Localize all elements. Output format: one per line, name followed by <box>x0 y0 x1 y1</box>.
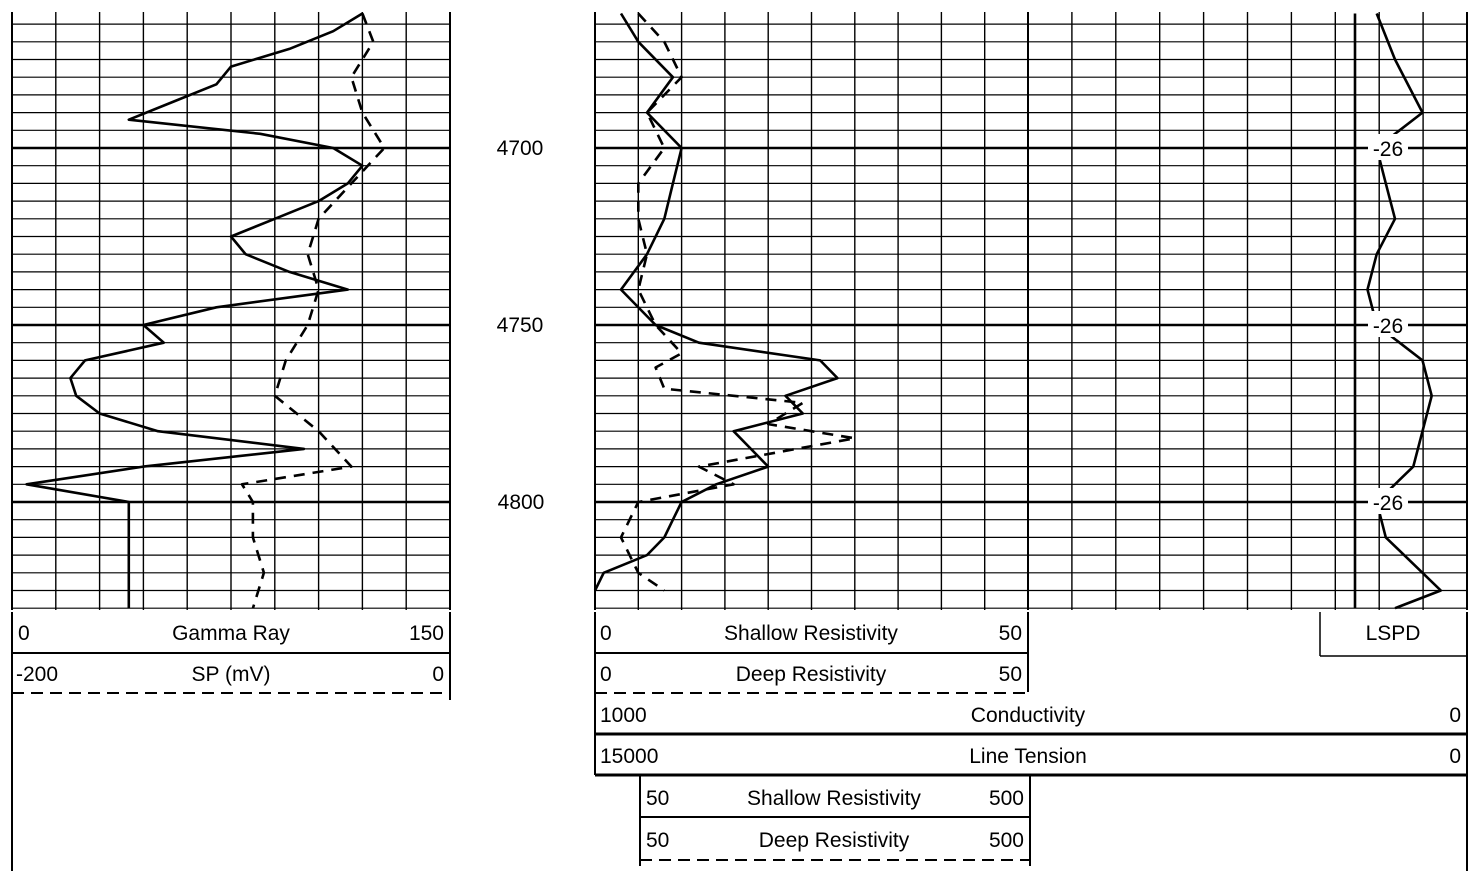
shallow-resistivity-2-max: 500 <box>989 787 1024 810</box>
deep-resistivity-max: 50 <box>999 663 1022 686</box>
lspd-annotations: -26 -26 -26 <box>1368 134 1408 515</box>
line-tension-max: 0 <box>1449 745 1461 768</box>
depth-label-4800: 4800 <box>498 491 545 514</box>
conductivity-label: Conductivity <box>971 704 1086 727</box>
deep-resistivity-label: Deep Resistivity <box>736 663 887 686</box>
shallow-resistivity-2-label: Shallow Resistivity <box>747 787 921 810</box>
deep-resistivity-2-max: 500 <box>989 829 1024 852</box>
shallow-resistivity-label: Shallow Resistivity <box>724 622 898 645</box>
track1-grid <box>11 12 451 610</box>
sp-max: 0 <box>432 663 444 686</box>
deep-resistivity-curve <box>619 12 857 592</box>
gamma-ray-label: Gamma Ray <box>172 622 290 645</box>
lspd-label: LSPD <box>1366 622 1421 645</box>
conductivity-min: 1000 <box>600 704 647 727</box>
gamma-ray-max: 150 <box>409 622 444 645</box>
depth-label-4750: 4750 <box>497 314 544 337</box>
lspd-annotation: -26 <box>1373 492 1403 515</box>
shallow-resistivity-curve <box>593 12 839 592</box>
deep-resistivity-2-min: 50 <box>646 829 669 852</box>
track3-grid <box>1027 12 1468 610</box>
deep-resistivity-2-label: Deep Resistivity <box>759 829 910 852</box>
lspd-annotation: -26 <box>1373 315 1403 338</box>
shallow-resistivity-min: 0 <box>600 622 612 645</box>
header-lines <box>11 612 1468 871</box>
sp-curve <box>240 13 386 609</box>
lspd-annotation: -26 <box>1373 138 1403 161</box>
sp-min: -200 <box>16 663 58 686</box>
sp-label: SP (mV) <box>192 663 271 686</box>
shallow-resistivity-2-min: 50 <box>646 787 669 810</box>
deep-resistivity-min: 0 <box>600 663 612 686</box>
line-tension-label: Line Tension <box>969 745 1087 768</box>
shallow-resistivity-max: 50 <box>999 622 1022 645</box>
gamma-ray-min: 0 <box>18 622 30 645</box>
gamma-ray-curve <box>25 12 364 609</box>
line-tension-min: 15000 <box>600 745 658 768</box>
conductivity-max: 0 <box>1449 704 1461 727</box>
depth-label-4700: 4700 <box>497 137 544 160</box>
track2-grid <box>594 12 1029 610</box>
log-curves <box>25 12 1443 610</box>
lspd-curve <box>1366 13 1443 610</box>
